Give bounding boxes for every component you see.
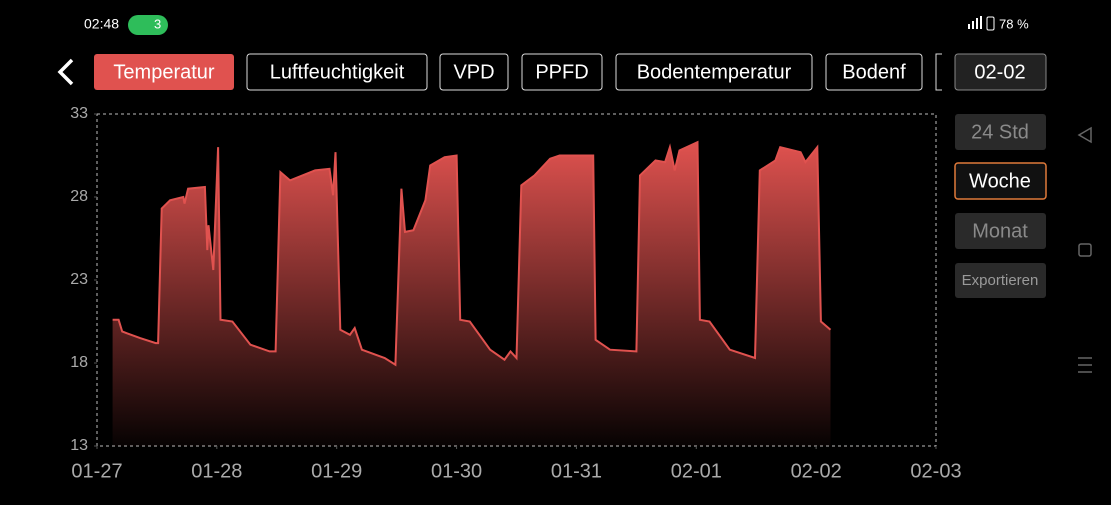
signal-icon [968, 16, 982, 29]
nav-back[interactable] [1077, 126, 1092, 144]
y-tick-label: 23 [70, 271, 88, 288]
tab[interactable] [825, 53, 923, 91]
battery-icon [986, 16, 995, 31]
area-fill [112, 142, 831, 446]
tab-label: Temperatur [113, 61, 214, 83]
temperature-line [112, 140, 832, 367]
tab-label: Luftfeuchtigkeit [270, 61, 405, 83]
y-tick-label: 33 [70, 105, 88, 122]
range-label: Monat [972, 220, 1028, 242]
tab-partial [935, 53, 942, 91]
nav-menu[interactable] [1078, 357, 1092, 373]
wifi-badge [128, 15, 168, 35]
x-tick-label: 02-02 [791, 460, 842, 482]
back-button[interactable] [57, 58, 74, 86]
date-label: 02-02 [974, 61, 1025, 83]
tab-label: Bodentemperatur [637, 61, 792, 83]
tab[interactable] [521, 53, 603, 91]
x-tick-label: 01-28 [191, 460, 242, 482]
tab[interactable] [439, 53, 509, 91]
y-tick-label: 13 [70, 437, 88, 454]
y-tick-label: 18 [70, 354, 88, 371]
y-tick-label: 28 [70, 188, 88, 205]
x-tick-label: 01-27 [71, 460, 122, 482]
export-button[interactable] [955, 263, 1046, 298]
tab-active[interactable] [94, 54, 234, 90]
export-label: Exportieren [962, 272, 1039, 289]
chart: 13 18 23 28 33 01-27 01-28 01-29 01-30 01-31 02-01… [70, 105, 961, 482]
range-button-active[interactable] [954, 162, 1047, 200]
status-time: 02:48 [84, 16, 119, 32]
range-label: 24 Std [971, 121, 1029, 143]
range-button[interactable] [955, 213, 1046, 249]
battery-level: 78 % [999, 16, 1029, 31]
tab-label: PPFD [535, 61, 588, 83]
x-tick-label: 02-01 [671, 460, 722, 482]
tab[interactable] [615, 53, 813, 91]
nav-home[interactable] [1078, 243, 1092, 257]
wifi-badge-count: 3 [154, 16, 161, 31]
x-tick-label: 01-31 [551, 460, 602, 482]
date-button[interactable] [954, 53, 1047, 91]
tab-label: Bodenf [842, 61, 906, 83]
range-label: Woche [969, 170, 1031, 192]
range-button[interactable] [955, 114, 1046, 150]
x-tick-label: 01-30 [431, 460, 482, 482]
x-tick-label: 02-03 [910, 460, 961, 482]
tab-label: VPD [453, 61, 494, 83]
x-tick-label: 01-29 [311, 460, 362, 482]
tab[interactable] [246, 53, 428, 91]
